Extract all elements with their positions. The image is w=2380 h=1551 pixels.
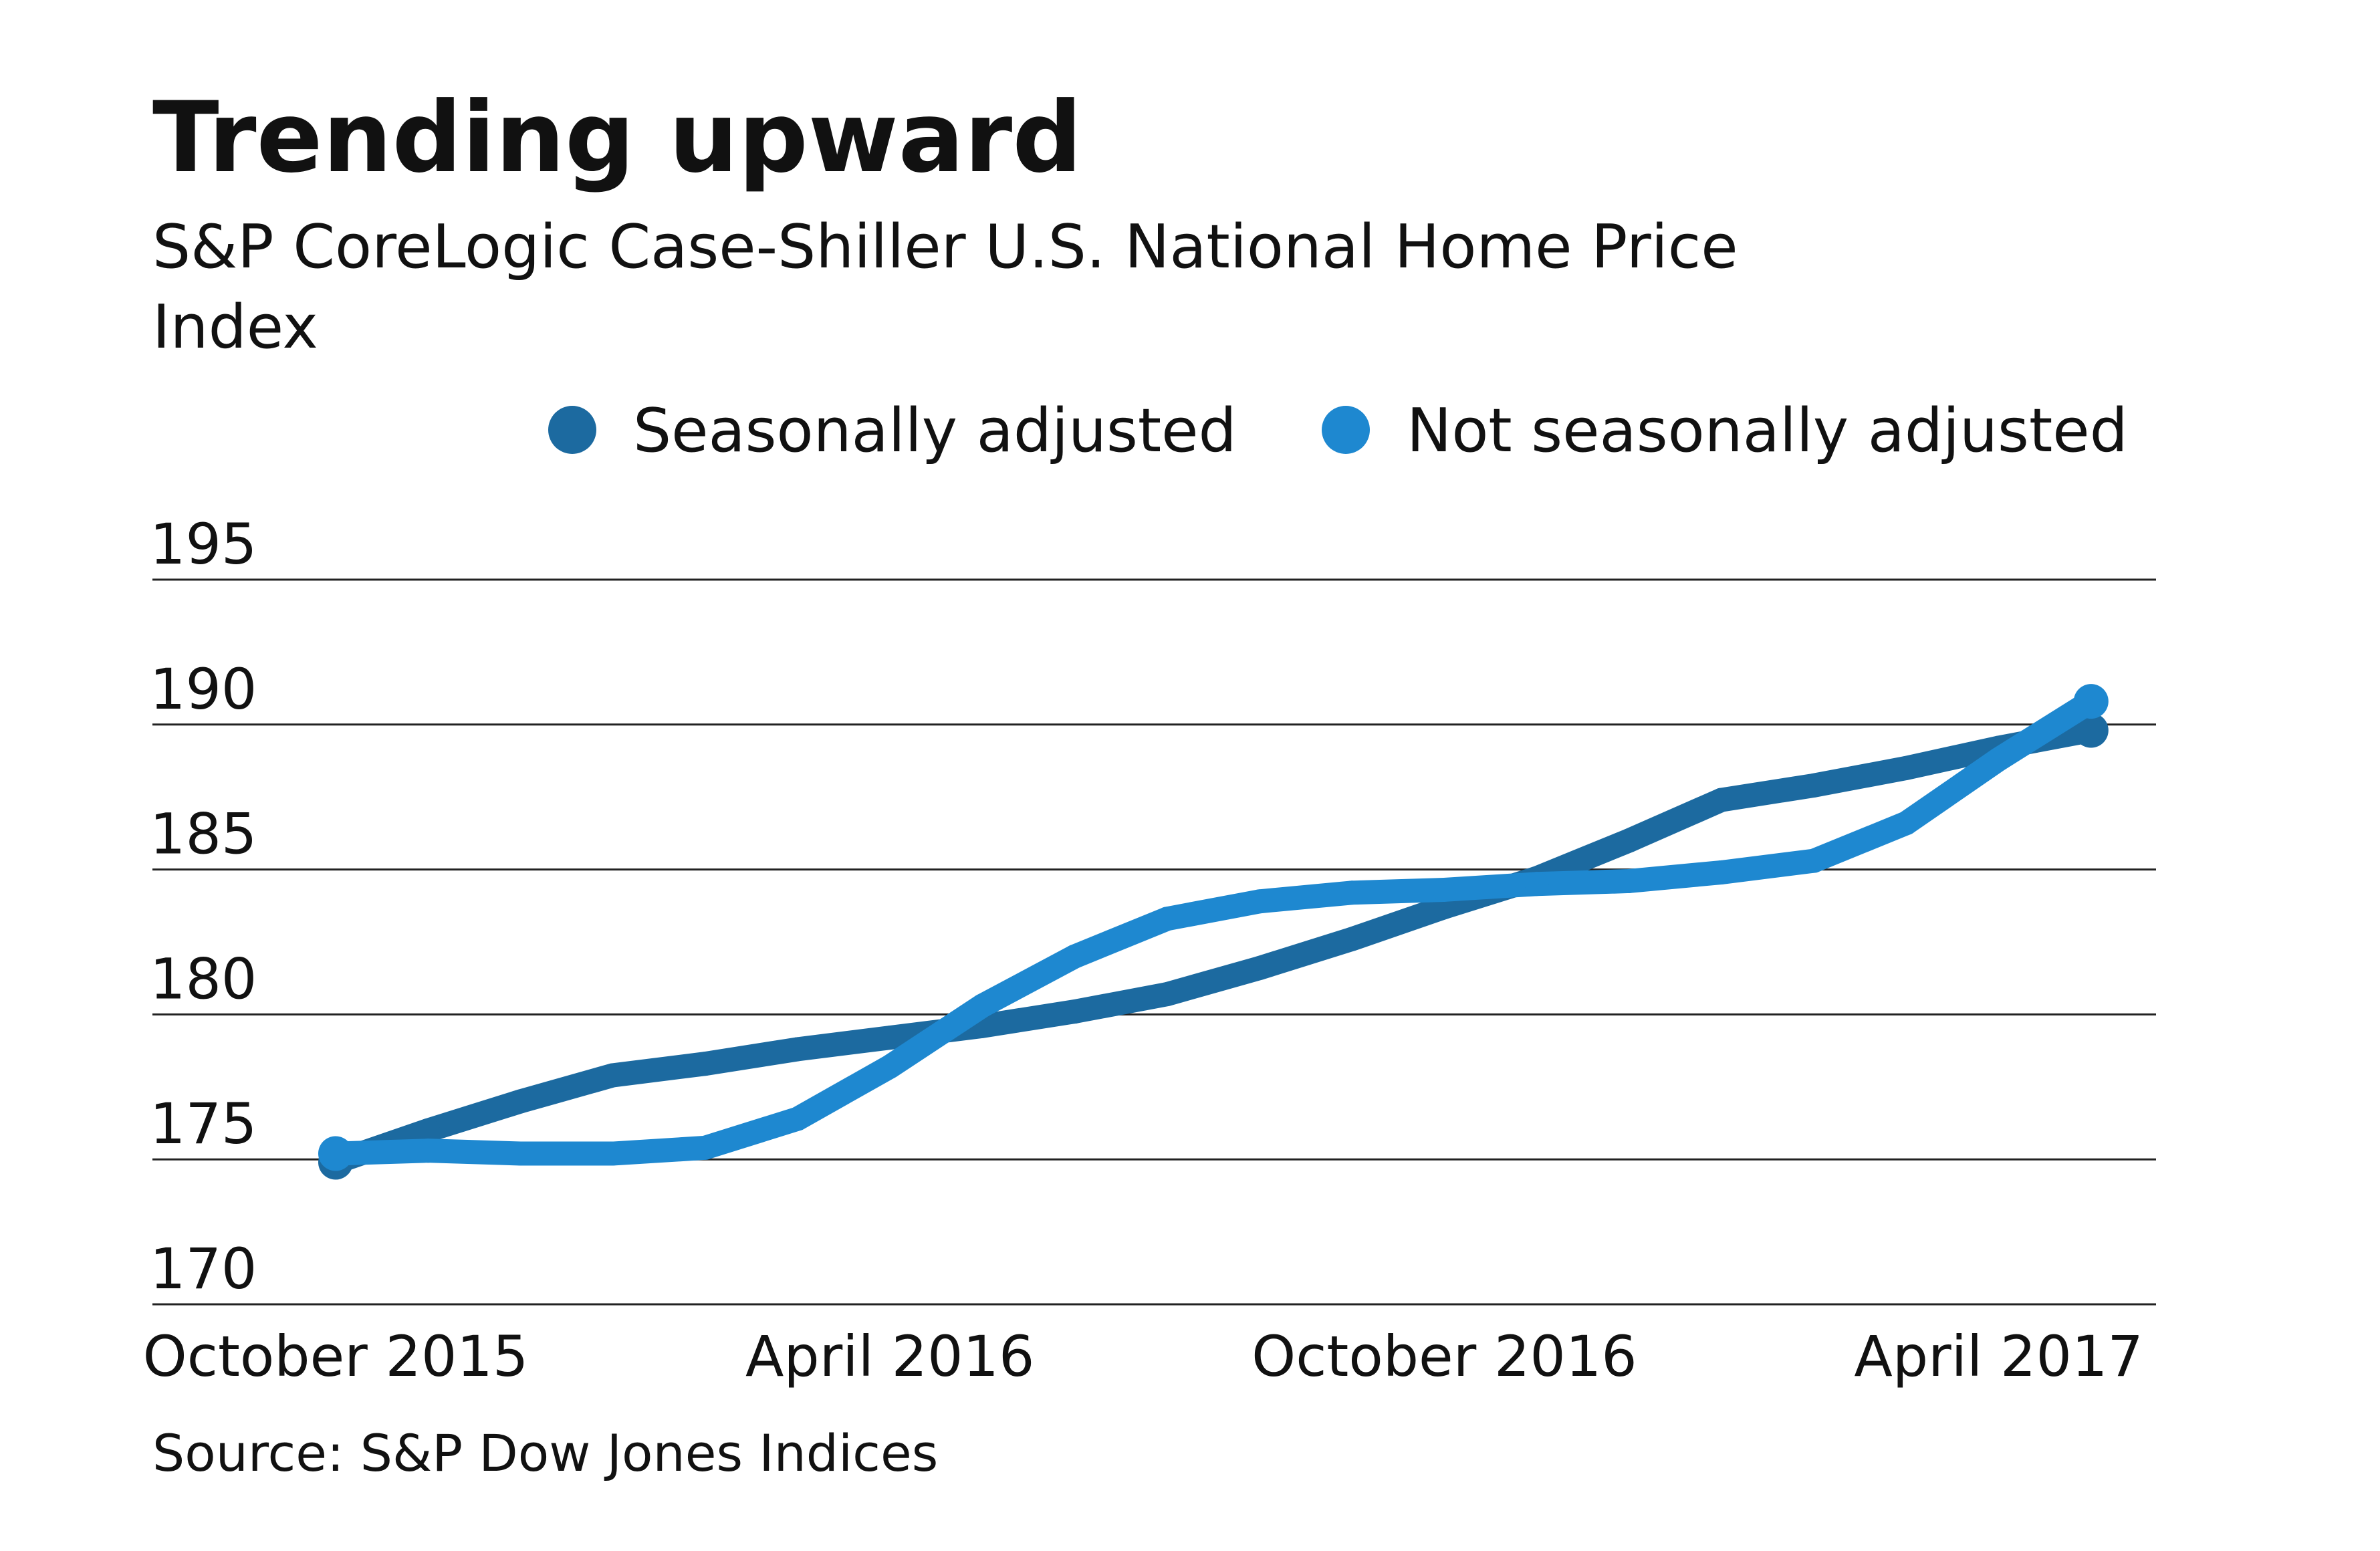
x-tick-label: October 2016 bbox=[1252, 1324, 1637, 1389]
data-point bbox=[1709, 788, 1734, 812]
data-point bbox=[1617, 828, 1641, 853]
data-point bbox=[1986, 747, 2011, 771]
gridlines bbox=[152, 578, 2156, 1306]
data-point bbox=[318, 1136, 353, 1171]
y-axis-tick-labels: 170 175 180 185 190 195 bbox=[150, 511, 257, 1302]
data-point bbox=[1894, 811, 1919, 836]
data-point bbox=[600, 1063, 625, 1088]
data-point bbox=[1062, 944, 1087, 969]
data-point bbox=[786, 1106, 810, 1131]
y-tick-label: 180 bbox=[150, 946, 257, 1011]
series-line bbox=[332, 718, 2094, 1174]
series-1 bbox=[318, 684, 2109, 1171]
data-point bbox=[1155, 907, 1179, 931]
data-point bbox=[2073, 684, 2109, 719]
data-point bbox=[1802, 848, 1826, 873]
data-point bbox=[1247, 956, 1272, 981]
data-point bbox=[786, 1037, 810, 1062]
data-point bbox=[1432, 877, 1457, 902]
data-point bbox=[970, 993, 995, 1018]
y-tick-label: 185 bbox=[150, 802, 257, 867]
data-point bbox=[416, 1139, 441, 1163]
legend-label-seasonally-adjusted: Seasonally adjusted bbox=[633, 396, 1237, 466]
legend-marker-seasonally-adjusted bbox=[548, 406, 596, 454]
data-point bbox=[1247, 889, 1272, 914]
legend-label-not-seasonally-adjusted: Not seasonally adjusted bbox=[1407, 396, 2128, 466]
data-point bbox=[2073, 713, 2109, 748]
data-point bbox=[878, 1054, 903, 1079]
data-point bbox=[693, 1135, 717, 1160]
x-tick-label: April 2017 bbox=[1854, 1324, 2143, 1389]
source-note: Source: S&P Dow Jones Indices bbox=[152, 1423, 938, 1483]
legend: Seasonally adjusted Not seasonally adjus… bbox=[548, 396, 2128, 466]
legend-marker-not-seasonally-adjusted bbox=[1322, 406, 1370, 454]
data-point bbox=[1155, 982, 1179, 1007]
x-tick-label: October 2015 bbox=[143, 1324, 529, 1389]
data-point bbox=[878, 1026, 903, 1050]
data-point bbox=[508, 1141, 533, 1166]
data-point bbox=[1894, 755, 1919, 780]
data-point bbox=[1524, 872, 1549, 897]
y-tick-label: 170 bbox=[150, 1236, 257, 1302]
y-tick-label: 190 bbox=[150, 657, 257, 722]
data-point bbox=[1062, 999, 1087, 1024]
y-tick-label: 195 bbox=[150, 511, 257, 577]
x-tick-label: April 2016 bbox=[745, 1324, 1034, 1389]
y-tick-label: 175 bbox=[150, 1091, 257, 1157]
data-point bbox=[1617, 868, 1641, 893]
data-point bbox=[416, 1118, 441, 1143]
data-point bbox=[1340, 927, 1364, 951]
chart-subtitle-line-2: Index bbox=[152, 292, 318, 362]
data-point bbox=[1802, 773, 1826, 798]
series-0 bbox=[318, 713, 2109, 1180]
data-point bbox=[600, 1141, 625, 1166]
data-point bbox=[1709, 860, 1734, 884]
data-point bbox=[693, 1052, 717, 1076]
chart-title: Trending upward bbox=[152, 81, 1082, 195]
series-lines bbox=[318, 684, 2109, 1180]
series-line bbox=[335, 691, 2098, 1166]
chart-subtitle-line-1: S&P CoreLogic Case-Shiller U.S. National… bbox=[152, 212, 1738, 282]
data-point bbox=[1340, 880, 1364, 905]
x-axis-tick-labels: October 2015 April 2016 October 2016 April … bbox=[143, 1324, 2143, 1389]
data-point bbox=[508, 1089, 533, 1114]
